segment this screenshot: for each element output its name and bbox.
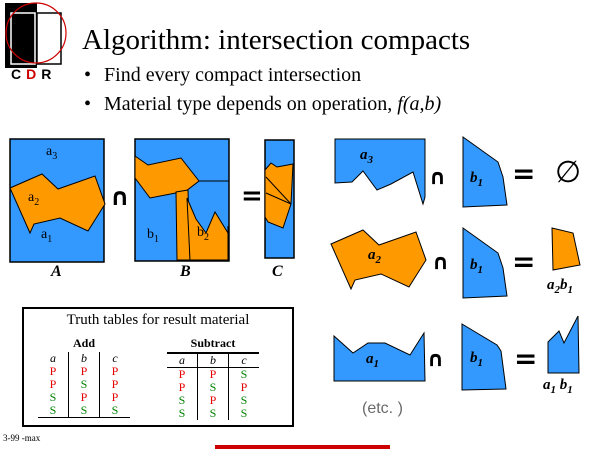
add-header-a: a: [38, 352, 69, 365]
logo-letter-r: R: [41, 66, 52, 82]
logo-letters: C D R: [11, 66, 51, 82]
label-b2: b2: [197, 225, 209, 243]
subtract-table-title: Subtract: [190, 336, 236, 350]
table-row: S P S: [167, 394, 259, 407]
label-b1: b1: [147, 227, 159, 245]
sub-header-b: b: [197, 352, 229, 368]
c-facet-line-1: [265, 176, 292, 205]
row3-label-b1: b1: [470, 350, 483, 369]
row2-label-b1: b1: [470, 257, 483, 276]
row2-intersect-symbol: ∩: [432, 250, 450, 274]
add-table-title: Add: [72, 336, 95, 350]
row2-a2-polygon: [330, 229, 427, 291]
row2-label-a2: a2: [368, 247, 381, 266]
bullet-1-text: Find every compact intersection: [104, 64, 362, 86]
label-a1: a1: [41, 227, 53, 245]
row3-label-a1: a1: [366, 351, 379, 370]
table-row: P P P: [38, 365, 130, 378]
subtract-table-wrap: Subtract a b c P P S P S P S: [167, 336, 259, 420]
add-header-c: c: [112, 351, 118, 365]
table-row: P S P: [38, 378, 130, 391]
row2-result-polygon: [551, 227, 581, 271]
row2-equals-symbol: =: [512, 245, 536, 278]
label-a3: a3: [46, 144, 58, 162]
table-row: S S S: [38, 404, 130, 418]
label-set-a: A: [51, 263, 62, 280]
sub-header-c: c: [228, 352, 259, 368]
compact-a2-polygon: [9, 173, 106, 235]
subtract-truth-table: a b c P P S P S P S P S: [167, 352, 259, 420]
row3-result-label: a1 b1: [543, 377, 573, 396]
label-a2: a2: [28, 190, 40, 208]
row3-result-polygon: [547, 315, 580, 374]
row1-label-a3: a3: [360, 147, 373, 166]
row2-result-label: a2b1: [547, 277, 573, 296]
sub-header-a: a: [167, 352, 198, 368]
table-row: P P S: [167, 367, 259, 381]
bullet-glyph-2: •: [84, 93, 92, 115]
cdr-logo: [5, 2, 67, 68]
row3-a1-polygon: [333, 331, 426, 382]
truth-tables-title: Truth tables for result material: [66, 312, 250, 328]
row3-equals-symbol: =: [514, 342, 538, 375]
bullet-glyph: •: [84, 64, 92, 86]
etc-label: (etc. ): [362, 400, 403, 417]
logo-letter-d: D: [26, 66, 37, 82]
table-row: S P P: [38, 391, 130, 404]
row1-a3-polygon: [334, 138, 426, 206]
add-truth-table: a b c P P P P S P S P P: [38, 352, 130, 418]
label-set-c: C: [272, 263, 283, 280]
row1-intersect-symbol: ∩: [429, 165, 447, 189]
row3-b1-polygon: [461, 323, 507, 391]
add-header-b: b: [68, 352, 100, 365]
page-title: Algorithm: intersection compacts: [82, 24, 471, 56]
empty-set-symbol: ∅: [555, 155, 582, 190]
table-row: S S S: [167, 407, 259, 420]
c-facet-line-2: [265, 192, 292, 205]
add-table-wrap: Add a b c P P P P S P S: [38, 336, 130, 418]
row1-equals-symbol: =: [512, 157, 536, 190]
row1-label-b1: b1: [470, 170, 483, 189]
slide-footer-date: 3-99 -max: [3, 433, 41, 443]
row2-b1-polygon: [462, 227, 508, 299]
equals-symbol-left: =: [241, 181, 263, 211]
row3-intersect-symbol: ∩: [427, 347, 445, 371]
bullet-2-text: Material type depends on operation,: [104, 93, 398, 115]
logo-white-outline-rect: [10, 12, 36, 65]
compact-b2-polygon: [186, 197, 229, 261]
logo-white-rect: [36, 12, 62, 65]
truth-tables-box: Truth tables for result material Add a b…: [22, 307, 294, 427]
logo-red-circle: [5, 2, 67, 64]
bullet-2-formula: f(a,b): [397, 93, 442, 115]
bottom-red-bar: [215, 445, 390, 449]
logo-letter-c: C: [11, 66, 22, 82]
table-row: P S P: [167, 381, 259, 394]
row1-b1-polygon: [462, 136, 508, 208]
intersect-symbol-left: ∩: [110, 183, 130, 211]
b-orange-band-polygon: [134, 155, 200, 199]
label-set-b: B: [180, 263, 191, 280]
